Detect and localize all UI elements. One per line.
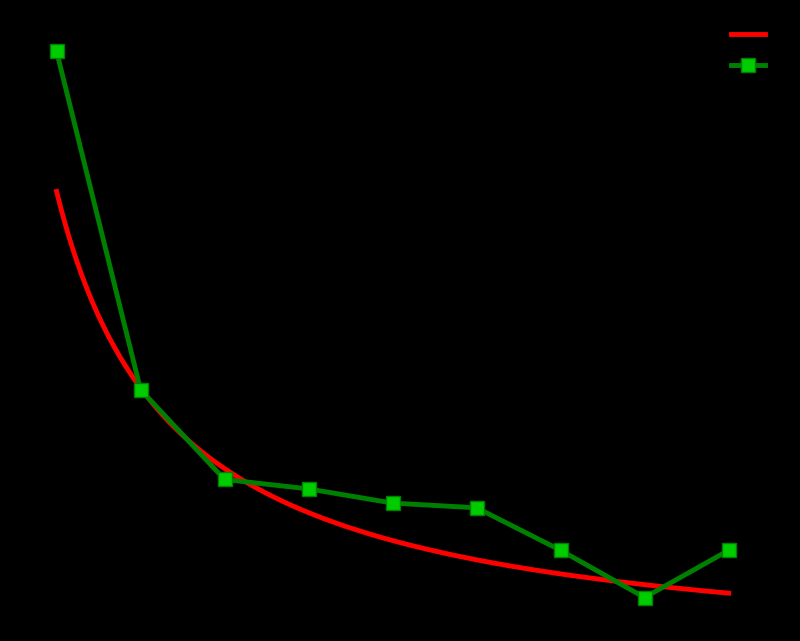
Legend: , : , bbox=[714, 11, 789, 89]
